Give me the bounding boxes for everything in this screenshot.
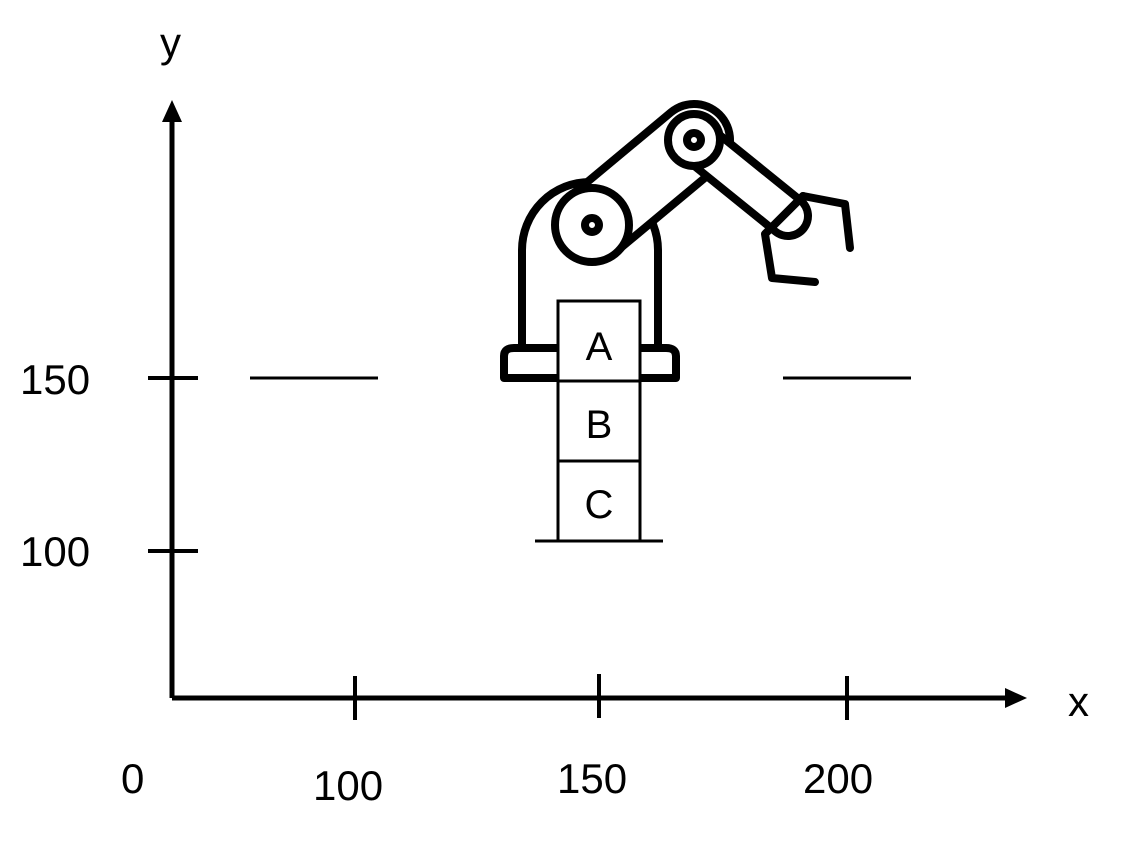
robot-shoulder-pin [581, 214, 603, 236]
origin-label: 0 [121, 755, 144, 802]
x-axis-arrowhead [1005, 688, 1027, 708]
block-stack: A B C [535, 299, 663, 543]
block-c [556, 459, 642, 543]
y-tick-label-150: 150 [20, 356, 90, 403]
y-tick-label-100: 100 [20, 528, 90, 575]
block-a-label: A [586, 325, 613, 369]
robotic-arm-icon [500, 100, 854, 382]
y-axis-arrowhead [162, 100, 182, 122]
y-axis-label: y [160, 19, 181, 66]
x-tick-label-200: 200 [803, 755, 873, 802]
robot-gripper-lower-finger [761, 192, 819, 286]
x-axis-label: x [1068, 678, 1089, 725]
block-b-label: B [586, 403, 613, 447]
x-tick-label-100: 100 [313, 762, 383, 809]
x-tick-label-150: 150 [557, 755, 627, 802]
robot-gripper-upper-finger [799, 192, 854, 252]
block-c-label: C [585, 483, 614, 527]
robot-elbow-pin [683, 129, 705, 151]
